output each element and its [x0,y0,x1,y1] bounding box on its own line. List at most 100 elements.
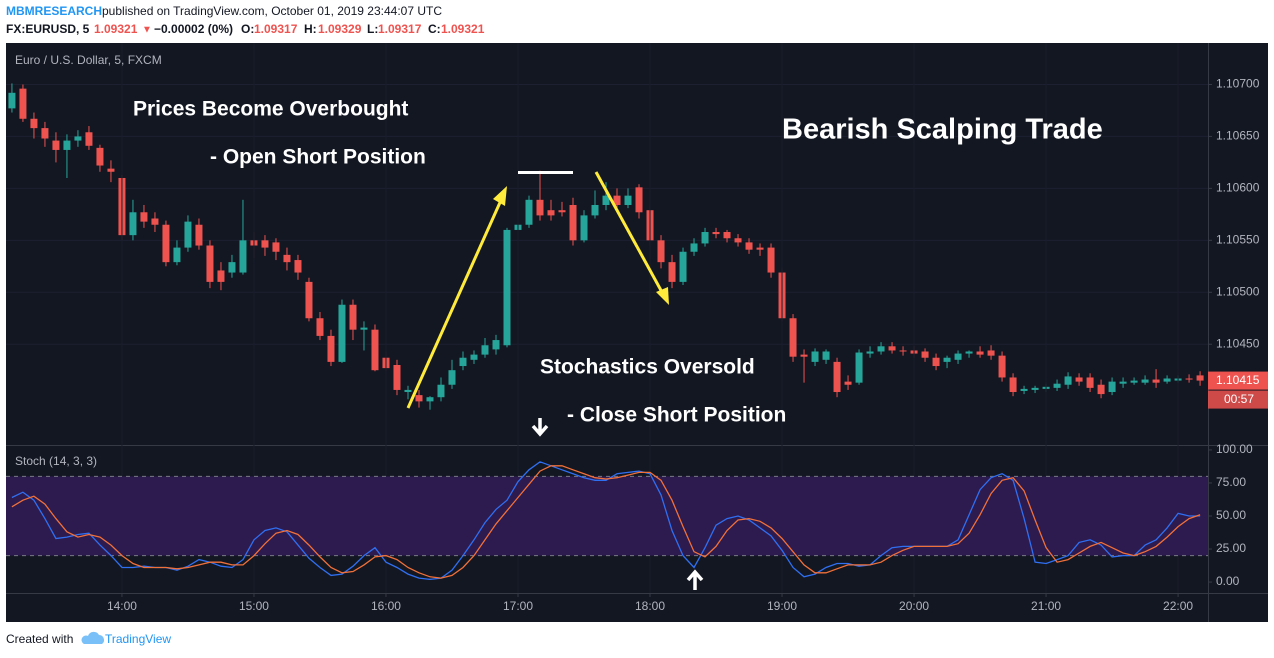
candle-body [1185,378,1193,380]
candle-body [536,199,544,216]
candle-body [844,381,852,385]
candle-body [965,351,973,354]
countdown-box [1208,390,1268,409]
candle-body [96,147,104,166]
annotation: Prices Become Overbought [133,98,408,121]
x-tick-label: 15:00 [239,599,269,613]
main-legend: Euro / U.S. Dollar, 5, FXCM [15,53,162,67]
candle-body [591,205,599,216]
y-tick-label: 50.00 [1216,508,1246,522]
y-tick-label: 1.10550 [1216,232,1260,246]
y-tick-label: 1.10450 [1216,336,1260,350]
change-arrow: ▼ [142,25,152,36]
candle-body [701,232,709,244]
candle-body [558,210,566,213]
candle-body [1053,383,1061,388]
candle-body [888,346,896,351]
candle-body [756,247,764,250]
candle-body [305,281,313,319]
footer-brand[interactable]: TradingView [105,632,171,646]
candle-body [943,357,951,362]
annotation: - Close Short Position [567,404,786,427]
annotation: - Open Short Position [210,146,426,169]
candle-body [525,199,533,225]
candle-body [19,88,27,119]
candle-body [635,187,643,213]
candle-body [932,357,940,367]
ohlc-label: L: [367,22,378,36]
candle-body [833,361,841,393]
y-tick-label: 100.00 [1216,442,1253,456]
candle-body [30,118,38,129]
author[interactable]: MBMRESEARCH [6,4,102,18]
candle-body [723,232,731,239]
x-tick-label: 17:00 [503,599,533,613]
y-tick-label: 0.00 [1216,574,1240,588]
candle-body [140,212,148,222]
candle-body [613,195,621,205]
drawings [406,171,704,590]
x-tick-label: 18:00 [635,599,665,613]
stoch-legend: Stoch (14, 3, 3) [15,454,97,468]
candle-body [734,238,742,243]
candle-body [349,304,357,330]
countdown: 00:57 [1224,392,1254,406]
candle-body [107,168,115,172]
candle-body [448,370,456,385]
down-arrow [531,418,549,437]
stoch-line [11,465,1201,579]
ohlc-label: O: [241,22,254,36]
arrowhead [493,186,507,206]
candle-body [1119,381,1127,384]
candle-body [624,195,632,205]
marks: 1.10700 1.10650 1.10600 1.10550 1.10500 1.104… [6,43,1268,613]
candle-body [85,132,93,146]
candle-body [1031,387,1039,390]
candle-body [745,242,753,250]
candle-body [371,329,379,371]
candle-body [1009,377,1017,393]
candle-body [811,351,819,362]
candle-body [459,357,467,367]
annotation: Bearish Scalping Trade [782,114,1103,146]
logo [81,631,105,644]
arrow-up [406,197,504,409]
candle-body [1196,375,1204,381]
candle-body [976,351,984,355]
candle-body [217,270,225,282]
candle-body [998,355,1006,378]
candle-body [393,365,401,390]
candle-body [228,262,236,273]
candle-body [415,395,423,402]
candle-body [657,240,665,263]
candle-body [239,240,247,273]
published: published on TradingView.com, October 01… [102,4,442,18]
candle-body [272,242,280,252]
candle-body [283,254,291,263]
candle-body [1097,384,1105,395]
candle-body [63,140,71,150]
candle-body [954,353,962,360]
candle-body [162,224,170,263]
candle-body [294,260,302,273]
candle-body [1075,377,1083,382]
ohlc-value: 1.09329 [318,22,362,36]
candle-body [1108,381,1116,393]
candle-body [767,247,775,273]
x-tick-label: 20:00 [899,599,929,613]
candle-body [404,389,412,393]
candle-body [437,384,445,398]
x-tick-label: 14:00 [107,599,137,613]
candle-body [327,335,335,362]
symbol: FX:EURUSD, 5 [6,22,90,36]
candle-body [921,351,929,358]
candle-body [877,346,885,352]
candle-body [52,140,60,150]
y-tick-label: 75.00 [1216,475,1246,489]
candle-body [316,318,324,336]
candle-body [1064,376,1072,385]
candle-body [481,345,489,355]
candle-body [129,212,137,236]
x-tick-label: 16:00 [371,599,401,613]
candle-body [492,340,500,350]
